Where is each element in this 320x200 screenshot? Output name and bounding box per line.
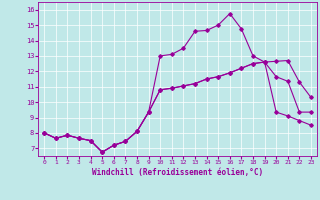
X-axis label: Windchill (Refroidissement éolien,°C): Windchill (Refroidissement éolien,°C) — [92, 168, 263, 177]
